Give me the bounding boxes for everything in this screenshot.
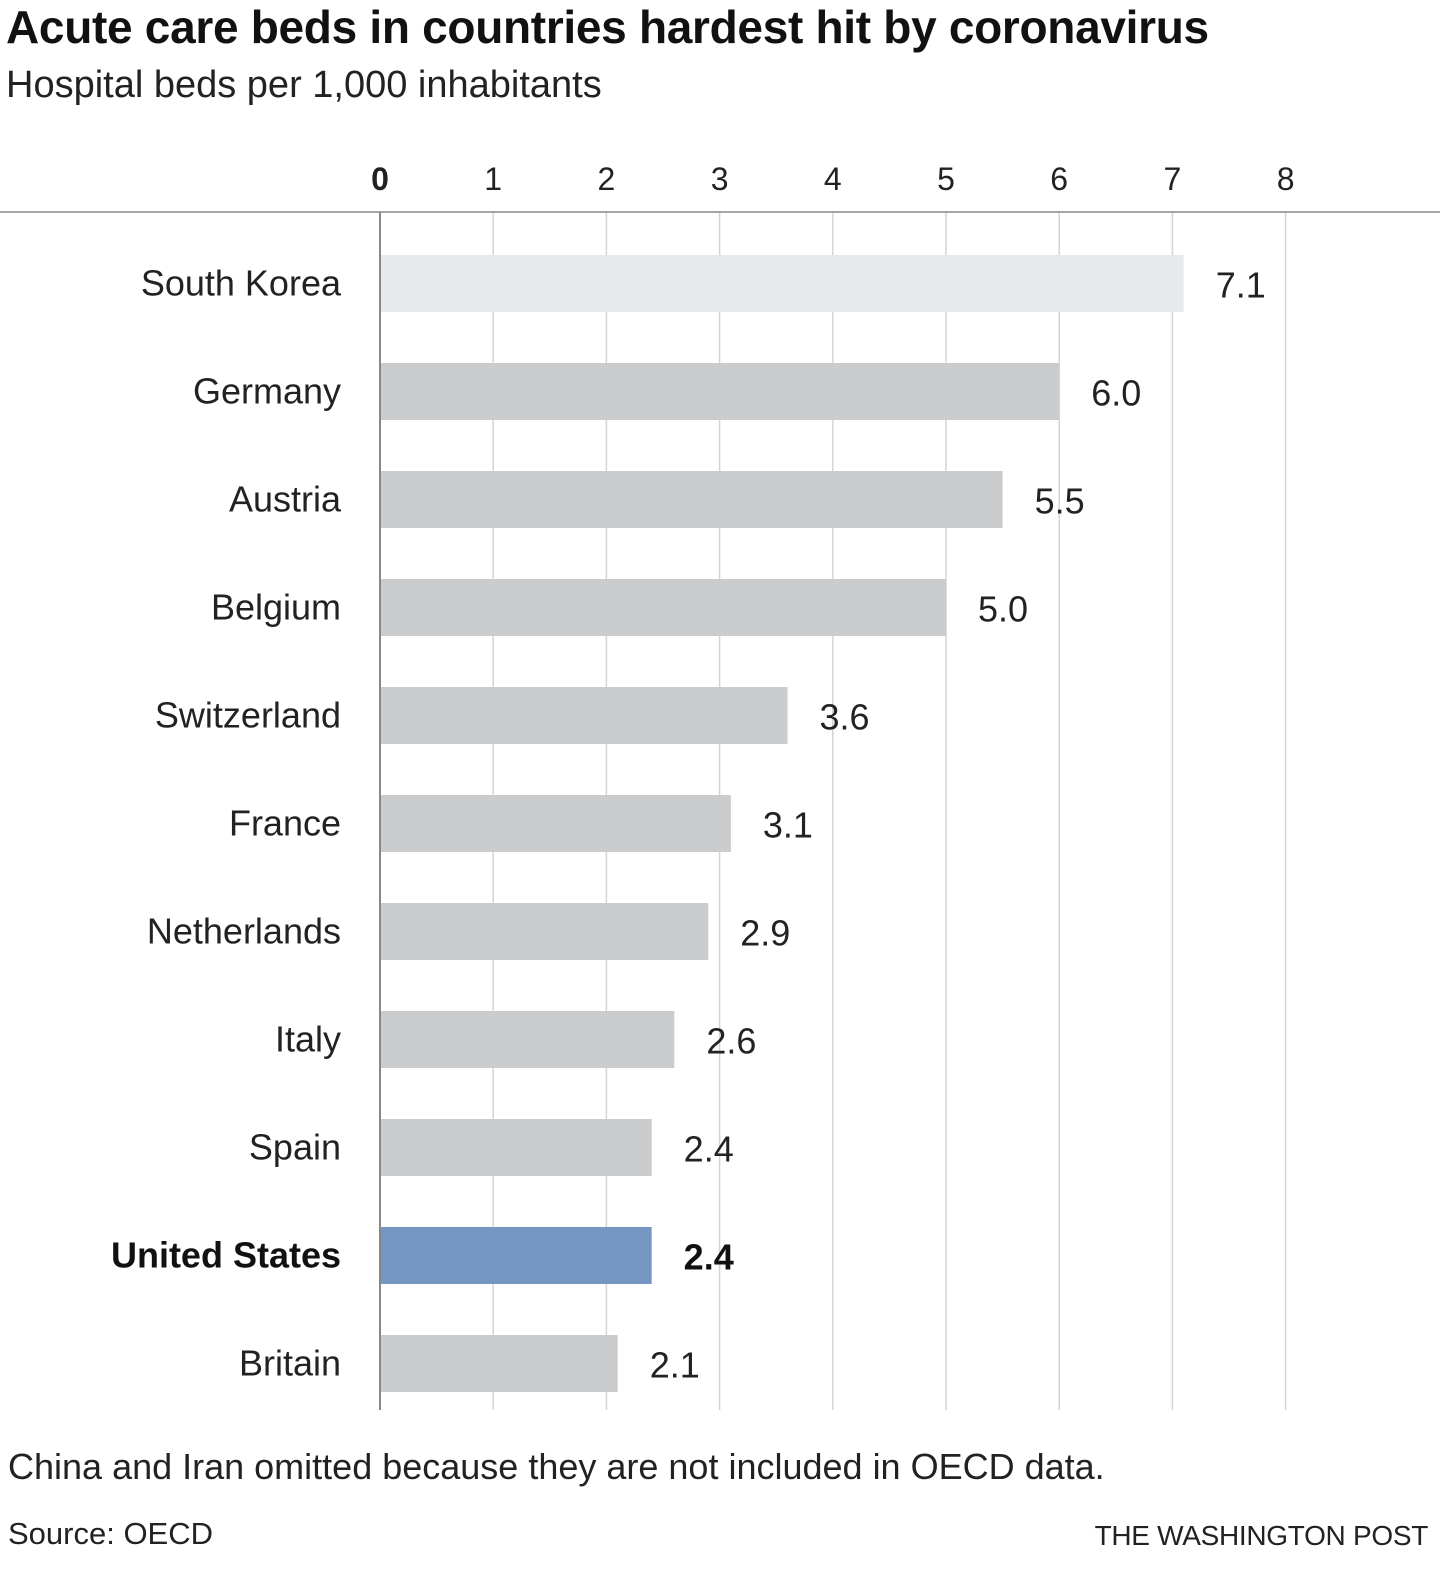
value-label: 2.4 xyxy=(684,1237,734,1278)
chart-title: Acute care beds in countries hardest hit… xyxy=(6,1,1209,53)
chart-subtitle: Hospital beds per 1,000 inhabitants xyxy=(6,64,602,106)
category-label: Austria xyxy=(229,479,342,520)
category-label: France xyxy=(229,803,341,844)
x-tick-label: 8 xyxy=(1277,161,1295,197)
value-label: 3.1 xyxy=(763,805,813,846)
bar-united-states xyxy=(380,1227,652,1284)
value-label: 2.6 xyxy=(706,1021,756,1062)
value-label: 2.9 xyxy=(740,913,790,954)
value-label: 6.0 xyxy=(1091,373,1141,414)
category-label: Britain xyxy=(239,1343,341,1384)
bar-netherlands xyxy=(380,903,709,960)
value-label: 3.6 xyxy=(820,697,870,738)
x-tick-label: 2 xyxy=(598,161,616,197)
value-label: 5.5 xyxy=(1035,481,1085,522)
x-tick-label: 7 xyxy=(1164,161,1182,197)
bar-spain xyxy=(380,1119,652,1176)
category-label: United States xyxy=(111,1235,341,1276)
category-label: Belgium xyxy=(211,587,341,628)
bar-germany xyxy=(380,363,1060,420)
bar-switzerland xyxy=(380,687,788,744)
x-tick-label: 0 xyxy=(371,161,389,197)
publisher-credit: THE WASHINGTON POST xyxy=(1094,1520,1429,1551)
bar-italy xyxy=(380,1011,675,1068)
bar-france xyxy=(380,795,731,852)
category-label: Switzerland xyxy=(155,695,341,736)
footnote: China and Iran omitted because they are … xyxy=(8,1446,1105,1487)
value-label: 2.4 xyxy=(684,1129,734,1170)
x-tick-label: 1 xyxy=(484,161,502,197)
category-label: Netherlands xyxy=(147,911,341,952)
bar-britain xyxy=(380,1335,618,1392)
source-credit: Source: OECD xyxy=(8,1516,214,1551)
value-label: 2.1 xyxy=(650,1345,700,1386)
category-label: Germany xyxy=(193,371,341,412)
bar-chart: 0 1 2 3 4 5 6 7 8 South Korea 7.1 Germany 6.0 Austria… xyxy=(0,161,1440,1410)
category-label: Italy xyxy=(275,1019,341,1060)
x-tick-label: 3 xyxy=(711,161,729,197)
category-label: South Korea xyxy=(141,263,342,304)
bar-south-korea xyxy=(380,255,1184,312)
bar-belgium xyxy=(380,579,946,636)
value-label: 7.1 xyxy=(1216,265,1266,306)
value-label: 5.0 xyxy=(978,589,1028,630)
x-tick-label: 5 xyxy=(937,161,955,197)
bar-austria xyxy=(380,471,1003,528)
x-tick-label: 4 xyxy=(824,161,842,197)
x-tick-label: 6 xyxy=(1050,161,1068,197)
category-label: Spain xyxy=(249,1127,341,1168)
